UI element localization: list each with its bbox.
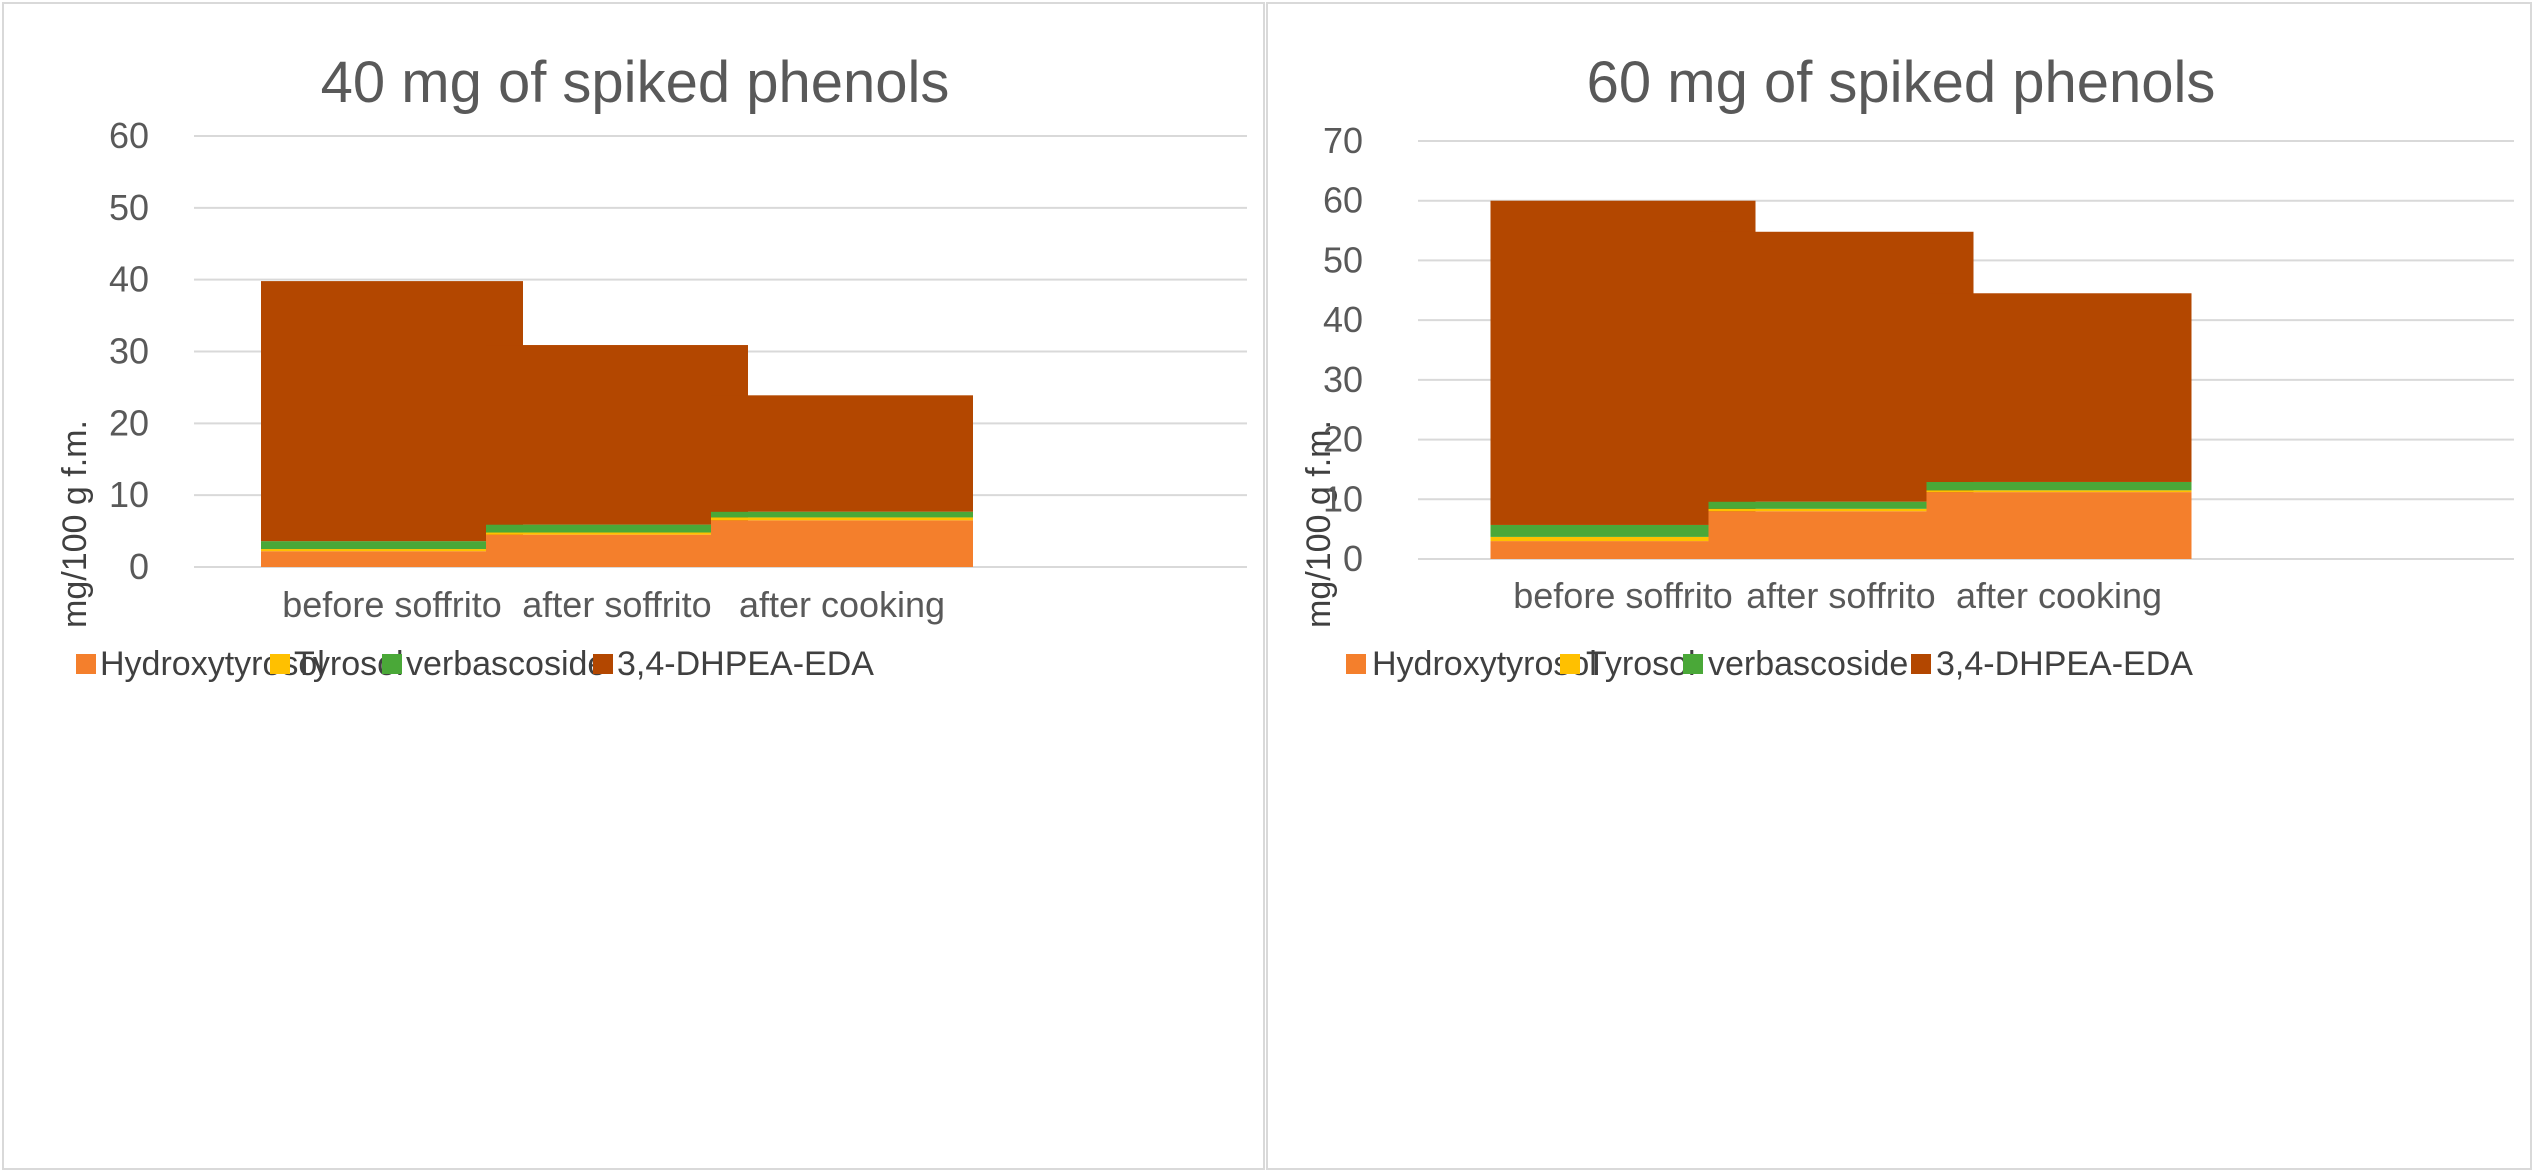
chart-40mg: 40 mg of spiked phenols mg/100 g f.m. 0 1… bbox=[56, 50, 1247, 683]
legend-label: verbascoside bbox=[406, 645, 606, 683]
y-tick-label: 20 bbox=[1323, 419, 1363, 460]
chart-panel-60mg: 60 mg of spiked phenols mg/100 g f.m. 0 1… bbox=[1266, 2, 2532, 1170]
legend-swatch-tyrosol bbox=[1560, 654, 1580, 674]
bar-segment-verbascoside bbox=[486, 524, 748, 533]
chart-title: 40 mg of spiked phenols bbox=[321, 50, 950, 115]
bar-segment-verbascoside bbox=[711, 511, 973, 518]
legend-swatch-verbascoside bbox=[1683, 654, 1703, 674]
y-tick-label: 10 bbox=[109, 474, 149, 515]
legend-label: Hydroxytyrosol bbox=[100, 645, 325, 683]
x-category-label: after cooking bbox=[1956, 575, 2162, 616]
bar-segment-verbascoside bbox=[1490, 524, 1756, 537]
y-tick-label: 40 bbox=[109, 259, 149, 300]
bar-segment-3-4-dhpea-eda bbox=[711, 395, 973, 512]
bar-segment-tyrosol bbox=[486, 532, 748, 535]
y-tick-label: 50 bbox=[1323, 239, 1363, 280]
bar-segment-hydroxytyrosol bbox=[1490, 541, 1756, 559]
bar-segment-tyrosol bbox=[711, 517, 973, 521]
bar-segment-tyrosol bbox=[1708, 508, 1974, 512]
bar-segment-verbascoside bbox=[1926, 481, 2192, 491]
legend-swatch-verbascoside bbox=[382, 654, 402, 674]
x-category-label: before soffrito bbox=[282, 584, 501, 625]
bar-segment-3-4-dhpea-eda bbox=[261, 281, 523, 542]
legend-swatch-tyrosol bbox=[270, 654, 290, 674]
bar-segment-verbascoside bbox=[1708, 501, 1974, 509]
bar-segment-tyrosol bbox=[261, 549, 523, 552]
legend-label: Tyrosol bbox=[1586, 645, 1696, 683]
legend-label: 3,4-DHPEA-EDA bbox=[1936, 645, 2193, 683]
x-category-label: after soffrito bbox=[522, 584, 711, 625]
x-category-label: after cooking bbox=[739, 584, 945, 625]
y-tick-label: 30 bbox=[109, 331, 149, 372]
legend-swatch-hydroxytyrosol bbox=[76, 654, 96, 674]
bar-segment-hydroxytyrosol bbox=[1926, 492, 2192, 559]
chart-panel-40mg: 40 mg of spiked phenols mg/100 g f.m. 0 1… bbox=[2, 2, 1265, 1170]
y-tick-label: 50 bbox=[109, 187, 149, 228]
y-axis-label: mg/100 g f.m. bbox=[1300, 420, 1338, 628]
y-tick-label: 70 bbox=[1323, 120, 1363, 161]
y-tick-label: 0 bbox=[129, 546, 149, 587]
y-tick-label: 10 bbox=[1323, 478, 1363, 519]
x-category-label: after soffrito bbox=[1746, 575, 1935, 616]
bar-segment-tyrosol bbox=[1490, 536, 1756, 542]
y-tick-label: 60 bbox=[1323, 180, 1363, 221]
bar-segment-tyrosol bbox=[1926, 490, 2192, 493]
x-category-label: before soffrito bbox=[1513, 575, 1732, 616]
bar-segment-hydroxytyrosol bbox=[486, 534, 748, 567]
legend-label: verbascoside bbox=[1708, 645, 1908, 683]
bar-segment-3-4-dhpea-eda bbox=[486, 345, 748, 525]
y-axis-label: mg/100 g f.m. bbox=[56, 420, 94, 628]
legend-swatch-3-4-dhpea-eda bbox=[1911, 654, 1931, 674]
y-tick-label: 20 bbox=[109, 402, 149, 443]
y-tick-label: 0 bbox=[1343, 538, 1363, 579]
bar-segment-hydroxytyrosol bbox=[261, 551, 523, 567]
y-tick-label: 60 bbox=[109, 115, 149, 156]
chart-title: 60 mg of spiked phenols bbox=[1587, 50, 2216, 115]
y-tick-label: 40 bbox=[1323, 299, 1363, 340]
bar-segment-3-4-dhpea-eda bbox=[1926, 293, 2192, 482]
bar-segment-hydroxytyrosol bbox=[711, 520, 973, 567]
y-tick-label: 30 bbox=[1323, 359, 1363, 400]
legend-swatch-3-4-dhpea-eda bbox=[593, 654, 613, 674]
legend-label: Hydroxytyrosol bbox=[1372, 645, 1597, 683]
legend-label: 3,4-DHPEA-EDA bbox=[617, 645, 874, 683]
chart-60mg: 60 mg of spiked phenols mg/100 g f.m. 0 1… bbox=[1300, 50, 2514, 683]
bar-segment-verbascoside bbox=[261, 541, 523, 550]
legend-swatch-hydroxytyrosol bbox=[1346, 654, 1366, 674]
